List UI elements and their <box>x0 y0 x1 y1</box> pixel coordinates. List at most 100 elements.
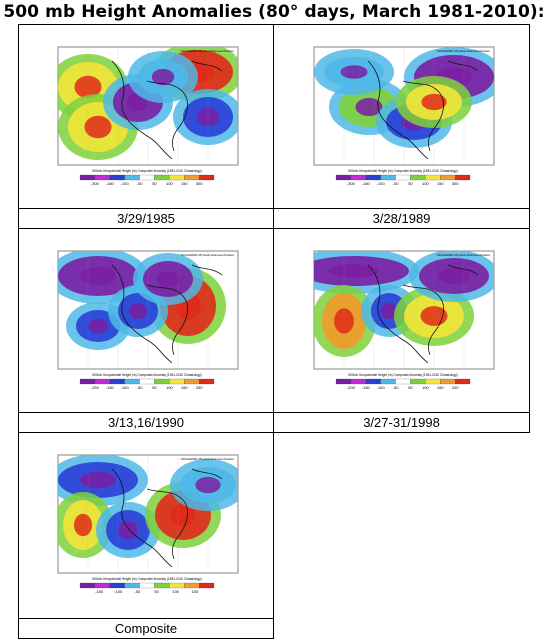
map-header-text: NOAA/ESRL Physical Sciences Division <box>181 457 235 461</box>
scale-swatch <box>350 378 366 385</box>
scale-swatch <box>380 174 396 181</box>
scale-tick-label: -100 <box>377 181 386 186</box>
scale-swatch <box>184 378 200 385</box>
map-figure: NOAA/ESRL Physical Sciences Division 500m… <box>57 250 239 390</box>
scale-swatch <box>154 378 170 385</box>
panel-caption: Composite <box>114 621 178 636</box>
anomaly-contour-core <box>438 267 470 285</box>
scale-tick-label: 200 <box>452 385 459 390</box>
coastline <box>367 264 479 364</box>
scale-swatch <box>139 378 155 385</box>
scale-tick-label: -100 <box>114 589 123 594</box>
anomaly-contour-core <box>88 318 108 334</box>
map-figure: NOAA/ESRL Physical Sciences Division 500m… <box>57 454 239 594</box>
scale-tick-label: -300 <box>347 181 356 186</box>
scale-swatch <box>94 174 110 181</box>
scale-tick-label: 300 <box>452 181 459 186</box>
coastline <box>367 60 479 160</box>
anomaly-contour-core <box>380 302 398 320</box>
scale-tick-label: -50 <box>393 181 400 186</box>
coastline <box>111 60 223 160</box>
map-figure: NOAA/ESRL Physical Sciences Division 500m… <box>313 46 495 186</box>
scale-swatch <box>124 378 140 385</box>
map-figure: NOAA/ESRL Physical Sciences Division 500m… <box>313 250 495 390</box>
scale-tick-label: 50 <box>408 181 413 186</box>
scale-swatch <box>410 378 426 385</box>
anomaly-contour-core <box>156 270 180 288</box>
scale-tick-label: -250 <box>91 385 100 390</box>
anomaly-contour-core <box>129 302 147 320</box>
scale-tick-label: 150 <box>181 385 188 390</box>
scale-tick-label: 50 <box>152 385 157 390</box>
scale-tick-label: -100 <box>377 385 386 390</box>
map-footer-text: 500mb Geopotential Height (m) Composite … <box>92 169 202 173</box>
scale-tick-label: -100 <box>121 181 130 186</box>
scale-tick-label: 150 <box>437 385 444 390</box>
scale-swatch <box>365 174 381 181</box>
scale-swatch <box>169 174 185 181</box>
page-title: 500 mb Height Anomalies (80° days, March… <box>3 2 545 22</box>
scale-swatch <box>184 174 200 181</box>
panel-4: NOAA/ESRL Physical Sciences Division 500m… <box>273 228 530 433</box>
scale-swatch <box>154 174 170 181</box>
scale-swatch <box>169 582 185 589</box>
scale-tick-label: -150 <box>106 385 115 390</box>
scale-swatch <box>154 582 170 589</box>
anomaly-contour-core <box>329 264 379 278</box>
map-footer-text: 500mb Geopotential Height (m) Composite … <box>348 169 458 173</box>
scale-swatch <box>199 174 215 181</box>
map-footer-text: 500mb Geopotential Height (m) Composite … <box>348 373 458 377</box>
anomaly-map: NOAA/ESRL Physical Sciences Division 500m… <box>52 449 242 604</box>
anomaly-contour-core <box>340 65 368 79</box>
panel-caption: 3/29/1985 <box>117 211 175 226</box>
scale-tick-label: 150 <box>437 181 444 186</box>
scale-tick-label: 100 <box>166 385 173 390</box>
anomaly-contour-core <box>74 513 92 537</box>
scale-tick-label: 250 <box>196 385 203 390</box>
caption-divider <box>19 208 273 209</box>
scale-tick-label: 300 <box>196 181 203 186</box>
scale-tick-label: -50 <box>393 385 400 390</box>
map-header-text: NOAA/ESRL Physical Sciences Division <box>437 49 491 53</box>
anomaly-map: NOAA/ESRL Physical Sciences Division 500m… <box>308 245 498 400</box>
scale-swatch <box>109 174 125 181</box>
map-figure: NOAA/ESRL Physical Sciences Division 500m… <box>57 46 239 186</box>
scale-swatch <box>380 378 396 385</box>
coastline <box>111 468 223 568</box>
caption-divider <box>19 412 273 413</box>
scale-swatch <box>350 174 366 181</box>
scale-tick-label: -150 <box>106 181 115 186</box>
scale-tick-label: -100 <box>121 385 130 390</box>
coastline <box>111 264 223 364</box>
anomaly-map: NOAA/ESRL Physical Sciences Division 500m… <box>308 41 498 196</box>
scale-tick-label: 150 <box>192 589 199 594</box>
scale-swatch <box>440 378 456 385</box>
scale-swatch <box>94 582 110 589</box>
scale-swatch <box>79 582 95 589</box>
scale-swatch <box>184 582 200 589</box>
panel-3: NOAA/ESRL Physical Sciences Division 500m… <box>18 228 274 433</box>
anomaly-contour-core <box>170 503 196 527</box>
scale-swatch <box>109 378 125 385</box>
anomaly-contour-core <box>421 93 447 111</box>
scale-tick-label: 100 <box>422 385 429 390</box>
scale-tick-label: -50 <box>137 385 144 390</box>
anomaly-contour-core <box>151 68 175 86</box>
scale-swatch <box>410 174 426 181</box>
scale-swatch <box>169 378 185 385</box>
panel-caption: 3/27-31/1998 <box>363 415 440 430</box>
scale-tick-label: -300 <box>91 181 100 186</box>
caption-divider <box>274 208 529 209</box>
scale-tick-label: -150 <box>362 385 371 390</box>
scale-tick-label: 150 <box>181 181 188 186</box>
scale-tick-label: 50 <box>154 589 159 594</box>
anomaly-contour-core <box>118 521 138 539</box>
panel-5: NOAA/ESRL Physical Sciences Division 500m… <box>18 432 274 639</box>
caption-divider <box>19 618 273 619</box>
scale-swatch <box>455 378 471 385</box>
panel-2: NOAA/ESRL Physical Sciences Division 500m… <box>273 24 530 229</box>
scale-swatch <box>94 378 110 385</box>
scale-swatch <box>139 174 155 181</box>
scale-swatch <box>395 174 411 181</box>
anomaly-contour-core <box>355 98 383 116</box>
